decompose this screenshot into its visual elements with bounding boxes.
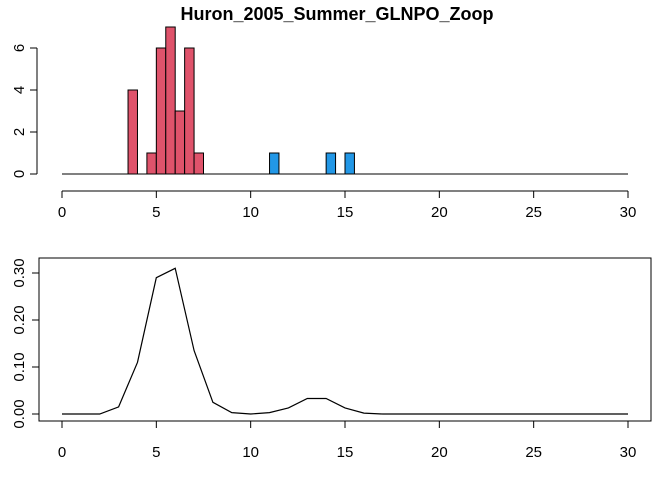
x-tick-label: 0 — [58, 204, 66, 221]
y-tick-label: 6 — [11, 44, 28, 52]
histogram-bar-blue — [269, 152, 280, 175]
histogram-bar-red — [174, 110, 186, 175]
x-tick-label: 30 — [620, 444, 637, 461]
chart-title: Huron_2005_Summer_GLNPO_Zoop — [180, 4, 493, 24]
histogram-bar-blue — [325, 152, 337, 175]
histogram-bars — [127, 26, 355, 175]
histogram-bar-red — [193, 152, 204, 175]
x-tick-label: 10 — [242, 444, 259, 461]
histogram-bar-red — [155, 47, 167, 175]
x-tick-label: 25 — [525, 204, 542, 221]
density-plot-frame — [38, 257, 652, 422]
x-tick-label: 20 — [431, 444, 448, 461]
x-tick-label: 15 — [337, 444, 354, 461]
y-tick-label: 2 — [11, 128, 28, 136]
y-tick-label: 4 — [11, 86, 28, 94]
y-tick-label: 0.30 — [11, 258, 28, 287]
x-tick-label: 25 — [525, 444, 542, 461]
x-tick-label: 0 — [58, 444, 66, 461]
y-tick-label: 0.20 — [11, 305, 28, 334]
y-tick-label: 0.10 — [11, 352, 28, 381]
histogram-bar-red — [184, 47, 195, 175]
histogram-bar-blue — [344, 152, 355, 175]
y-tick-label: 0 — [11, 170, 28, 178]
x-tick-label: 30 — [620, 204, 637, 221]
density-line — [62, 267, 628, 415]
x-tick-label: 5 — [152, 444, 160, 461]
x-tick-label: 10 — [242, 204, 259, 221]
x-tick-label: 15 — [337, 204, 354, 221]
x-tick-label: 20 — [431, 204, 448, 221]
y-tick-label: 0.00 — [11, 399, 28, 428]
density-y-axis: 0.00 0.10 0.20 0.30 — [11, 258, 39, 429]
histogram-x-axis: 0 5 10 15 20 25 30 — [58, 190, 637, 221]
density-x-axis: 0 5 10 15 20 25 30 — [58, 421, 637, 461]
histogram-bar-red — [165, 26, 176, 175]
x-tick-label: 5 — [152, 204, 160, 221]
histogram-bar-red — [146, 152, 157, 175]
histogram-y-axis: 0 2 4 6 — [11, 44, 38, 178]
histogram-bar-red — [127, 89, 138, 175]
